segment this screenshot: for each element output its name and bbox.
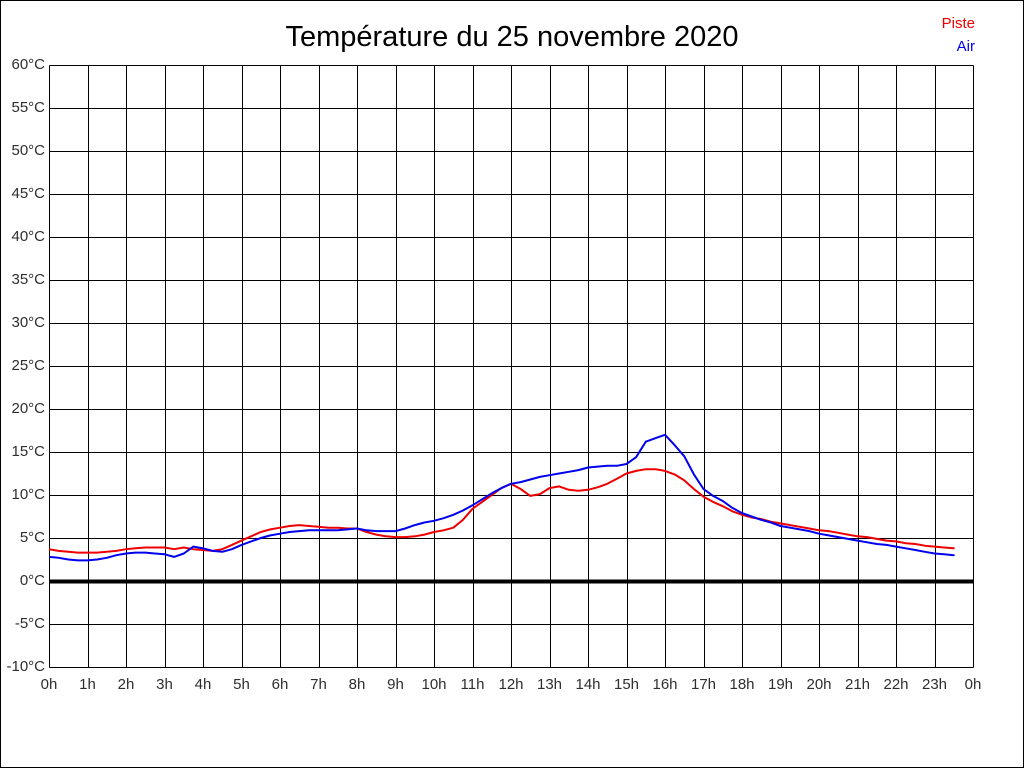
x-tick-label: 16h: [652, 676, 678, 693]
x-tick-label: 9h: [387, 676, 404, 693]
plot-area: [49, 65, 974, 668]
y-tick-label: 45°C: [11, 185, 45, 202]
x-tick-label: 0h: [40, 676, 58, 693]
chart-title: Température du 25 novembre 2020: [285, 21, 739, 53]
y-tick-label: 60°C: [11, 56, 45, 73]
y-tick-label: 50°C: [11, 142, 45, 159]
y-tick-label: 25°C: [11, 357, 45, 374]
y-tick-label: 30°C: [11, 314, 45, 331]
legend-item-air: Air: [942, 35, 975, 58]
y-tick-label: 20°C: [11, 400, 45, 417]
x-tick-label: 22h: [883, 676, 909, 693]
x-tick-label: 1h: [79, 676, 96, 693]
x-tick-label: 21h: [844, 676, 871, 693]
x-tick-label: 20h: [806, 676, 832, 693]
x-tick-label: 14h: [575, 676, 601, 693]
legend-item-piste: Piste: [942, 12, 975, 35]
y-tick-label: 55°C: [11, 99, 45, 116]
x-tick-label: 0h: [964, 676, 982, 693]
y-tick-label: 40°C: [11, 228, 45, 245]
y-tick-label: 35°C: [11, 271, 45, 288]
series-line-piste: [49, 468, 955, 554]
x-tick-label: 15h: [613, 676, 640, 693]
y-tick-label: 0°C: [19, 572, 45, 589]
x-tick-label: 7h: [310, 676, 327, 693]
y-tick-label: 5°C: [19, 529, 45, 546]
x-tick-label: 23h: [921, 676, 948, 693]
legend: Piste Air: [942, 12, 975, 58]
x-tick-label: 13h: [536, 676, 563, 693]
legend-label-air: Air: [956, 38, 975, 55]
y-tick-label: -10°C: [6, 658, 45, 675]
y-tick-label: 15°C: [11, 443, 45, 460]
x-tick-label: 6h: [271, 676, 289, 693]
x-tick-label: 18h: [729, 676, 755, 693]
x-tick-label: 8h: [348, 676, 366, 693]
x-tick-label: 19h: [767, 676, 794, 693]
x-tick-label: 17h: [690, 676, 717, 693]
x-tick-label: 3h: [156, 676, 173, 693]
x-tick-label: 4h: [194, 676, 212, 693]
x-tick-label: 10h: [421, 676, 447, 693]
y-tick-label: 10°C: [11, 486, 45, 503]
x-tick-label: 12h: [498, 676, 524, 693]
x-tick-label: 11h: [460, 676, 485, 693]
legend-label-piste: Piste: [941, 15, 975, 32]
x-tick-label: 5h: [233, 676, 250, 693]
x-tick-label: 2h: [117, 676, 135, 693]
y-tick-label: -5°C: [14, 615, 45, 632]
series-line-air: [49, 433, 955, 562]
